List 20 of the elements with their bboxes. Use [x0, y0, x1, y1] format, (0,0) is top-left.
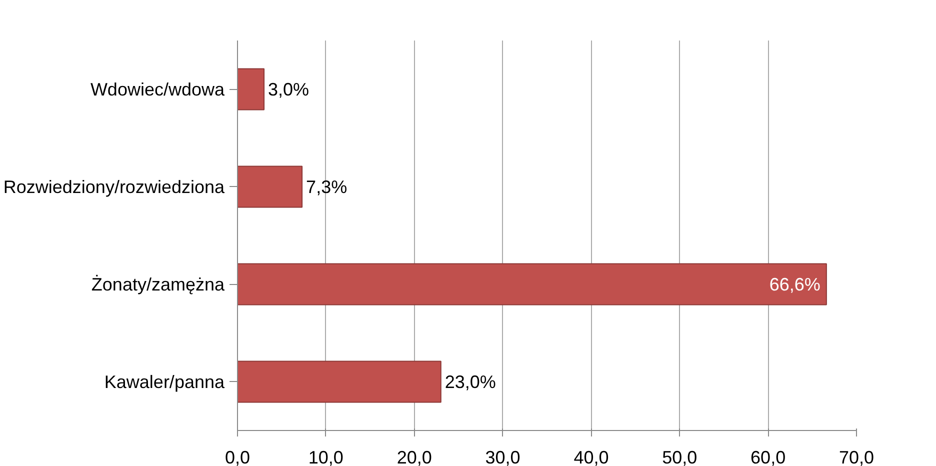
- y-tick-label: Kawaler/panna: [104, 372, 226, 392]
- x-tick-label: 70,0: [838, 448, 874, 466]
- bar: [238, 68, 265, 110]
- data-label: 23,0%: [444, 372, 496, 392]
- bar: [238, 360, 442, 403]
- x-tick-label: 40,0: [574, 448, 609, 466]
- x-tick-label: 20,0: [396, 448, 432, 466]
- y-tick-label: Wdowiec/wdowa: [90, 79, 226, 100]
- x-tick-label: 50,0: [662, 448, 698, 466]
- bar: [238, 263, 827, 306]
- bar: [238, 166, 303, 208]
- data-label: 3,0%: [268, 79, 310, 100]
- data-label: 66,6%: [769, 274, 820, 294]
- x-tick-label: 60,0: [750, 448, 786, 466]
- y-tick-label: Rozwiedziony/rozwiedziona: [3, 176, 226, 197]
- x-tick-label: 10,0: [308, 448, 344, 466]
- data-label: 7,3%: [306, 176, 348, 197]
- x-tick-label: 0,0: [224, 448, 250, 466]
- x-tick-label: 30,0: [485, 448, 520, 466]
- y-tick-label: Żonaty/zamężna: [91, 274, 226, 294]
